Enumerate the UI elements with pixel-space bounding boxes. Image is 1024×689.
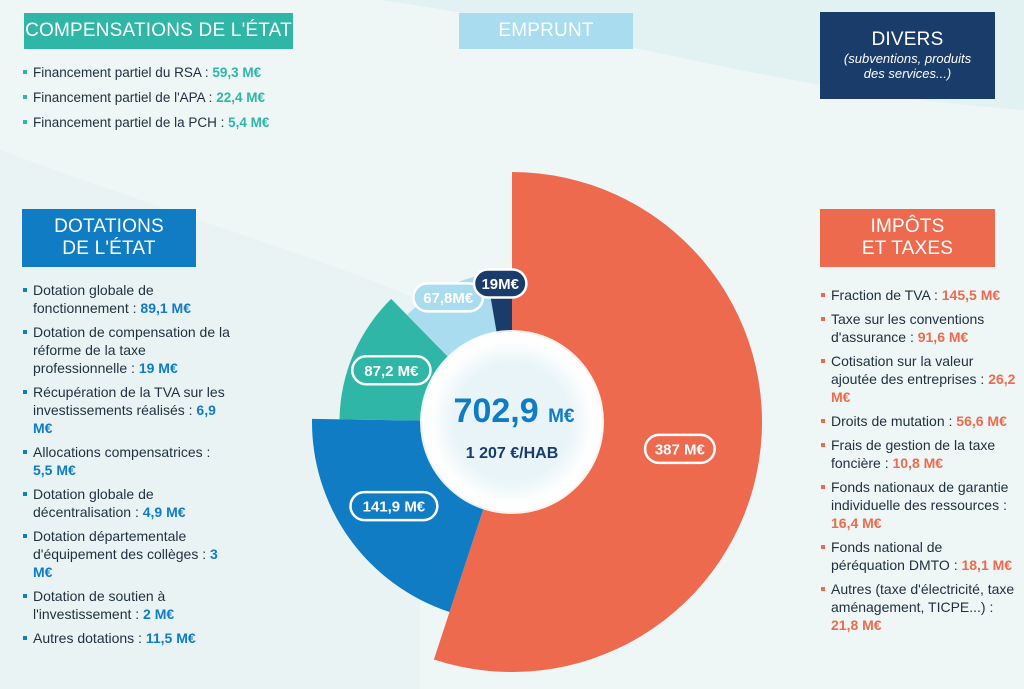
item-amount: 6,9 M€ [33,402,216,436]
item-amount: 5,4 M€ [228,115,270,130]
item-amount: 145,5 M€ [941,287,1001,303]
item-label: Récupération de la TVA sur les investiss… [33,384,225,418]
list-item: Fonds national de péréquation DMTO : 18,… [820,538,1020,574]
item-amount: 26,2 M€ [831,371,1016,405]
list-item: Autres dotations : 11,5 M€ [22,629,232,647]
list-item: Financement partiel du RSA : 59,3 M€ [22,64,342,89]
list-item: Autres (taxe d'électricité, taxe aménage… [820,580,1020,634]
item-label: Frais de gestion de la taxe foncière : [831,437,996,471]
impots-header-title-1: IMPÔTS [870,216,945,238]
item-amount: 89,1 M€ [140,300,191,316]
item-label: Dotation globale de fonctionnement : [33,282,154,316]
item-amount: 16,4 M€ [831,515,882,531]
compensations-header-title: COMPENSATIONS DE L'ÉTAT [25,20,292,42]
item-amount: 10,8 M€ [892,455,944,471]
list-item: Dotation de soutien à l'investissement :… [22,587,232,623]
item-label: Dotation de compensation de la réforme d… [33,324,230,376]
list-item: Dotation départementale d'équipement des… [22,527,232,581]
slice-label-text: 141,9 M€ [363,499,426,516]
item-amount: 18,1 M€ [961,557,1013,573]
item-amount: 22,4 M€ [216,90,265,105]
total-value: 702,9 M€ [454,392,575,430]
slice-label-4: 19M€ [472,268,528,299]
dotations-header-title-2: DE L'ÉTAT [62,238,156,259]
item-label: Fonds national de péréquation DMTO : [831,539,962,573]
list-item: Droits de mutation : 56,6 M€ [820,412,1020,430]
dotations-list: Dotation globale de fonctionnement : 89,… [22,281,232,653]
item-label: Dotation départementale d'équipement des… [33,528,211,562]
compensations-header: COMPENSATIONS DE L'ÉTAT [24,13,293,49]
item-label: Financement partiel de l'APA : [33,90,217,105]
total-per-inhabitant: 1 207 €/HAB [466,445,559,462]
item-label: Taxe sur les conventions d'assurance : [831,311,985,345]
item-label: Autres dotations : [33,630,146,646]
impots-header-title-2: ET TAXES [861,238,954,259]
item-label: Dotation de soutien à l'investissement : [33,588,166,622]
compensations-list: Financement partiel du RSA : 59,3 M€ Fin… [22,64,342,139]
item-amount: 11,5 M€ [145,630,196,646]
item-amount: 2 M€ [143,606,175,622]
item-amount: 91,6 M€ [917,329,969,345]
emprunt-header-title: EMPRUNT [498,20,594,42]
divers-header-title: DIVERS [871,28,944,50]
item-amount: 21,8 M€ [831,617,882,633]
divers-header-subtitle-1: (subventions, produits [843,51,972,67]
impots-list: Fraction de TVA : 145,5 M€ Taxe sur les … [820,286,1020,640]
slice-label-text: 67,8M€ [423,290,474,307]
item-label: Fraction de TVA : [831,287,942,303]
item-label: Droits de mutation : [831,413,957,429]
list-item: Financement partiel de la PCH : 5,4 M€ [22,114,342,139]
item-label: Autres (taxe d'électricité, taxe aménage… [831,581,1015,615]
list-item: Cotisation sur la valeur ajoutée des ent… [820,352,1020,406]
slice-label-text: 387 M€ [655,441,706,458]
slice-label-2: 87,2 M€ [351,355,432,386]
item-label: Allocations compensatrices : [33,444,211,460]
divers-header-subtitle-2: des services...) [863,66,952,82]
item-label: Financement partiel du RSA : [33,65,213,80]
dotations-header: DOTATIONS DE L'ÉTAT [22,209,196,267]
list-item: Dotation globale de décentralisation : 4… [22,485,232,521]
list-item: Financement partiel de l'APA : 22,4 M€ [22,89,342,114]
divers-header: DIVERS (subventions, produits des servic… [820,12,995,99]
item-label: Fonds nationaux de garantie individuelle… [831,479,1009,513]
slice-label-text: 87,2 M€ [364,363,419,380]
list-item: Fraction de TVA : 145,5 M€ [820,286,1020,304]
list-item: Dotation de compensation de la réforme d… [22,323,232,377]
item-label: Cotisation sur la valeur ajoutée des ent… [831,353,989,387]
item-amount: 3 M€ [33,546,218,580]
slice-label-0: 387 M€ [643,433,716,465]
item-amount: 19 M€ [138,360,178,376]
item-label: Financement partiel de la PCH : [33,115,229,130]
item-amount: 59,3 M€ [212,65,262,80]
list-item: Frais de gestion de la taxe foncière : 1… [820,436,1020,472]
list-item: Taxe sur les conventions d'assurance : 9… [820,310,1020,346]
item-label: Dotation globale de décentralisation : [33,486,154,520]
slice-label-1: 141,9 M€ [349,490,439,522]
list-item: Dotation globale de fonctionnement : 89,… [22,281,232,317]
dotations-header-title-1: DOTATIONS [54,216,164,238]
list-item: Allocations compensatrices : 5,5 M€ [22,443,232,479]
item-amount: 4,9 M€ [142,504,186,520]
item-amount: 5,5 M€ [33,462,76,478]
impots-header: IMPÔTS ET TAXES [820,209,995,267]
list-item: Récupération de la TVA sur les investiss… [22,383,232,437]
item-amount: 56,6 M€ [956,413,1007,429]
center-disc [430,340,594,504]
list-item: Fonds nationaux de garantie individuelle… [820,478,1020,532]
emprunt-header: EMPRUNT [459,13,633,49]
slice-label-3: 67,8M€ [412,282,485,313]
slice-label-text: 19M€ [481,276,519,293]
